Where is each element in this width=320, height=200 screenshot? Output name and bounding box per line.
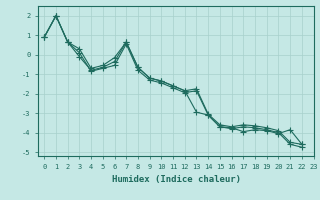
X-axis label: Humidex (Indice chaleur): Humidex (Indice chaleur) (111, 175, 241, 184)
